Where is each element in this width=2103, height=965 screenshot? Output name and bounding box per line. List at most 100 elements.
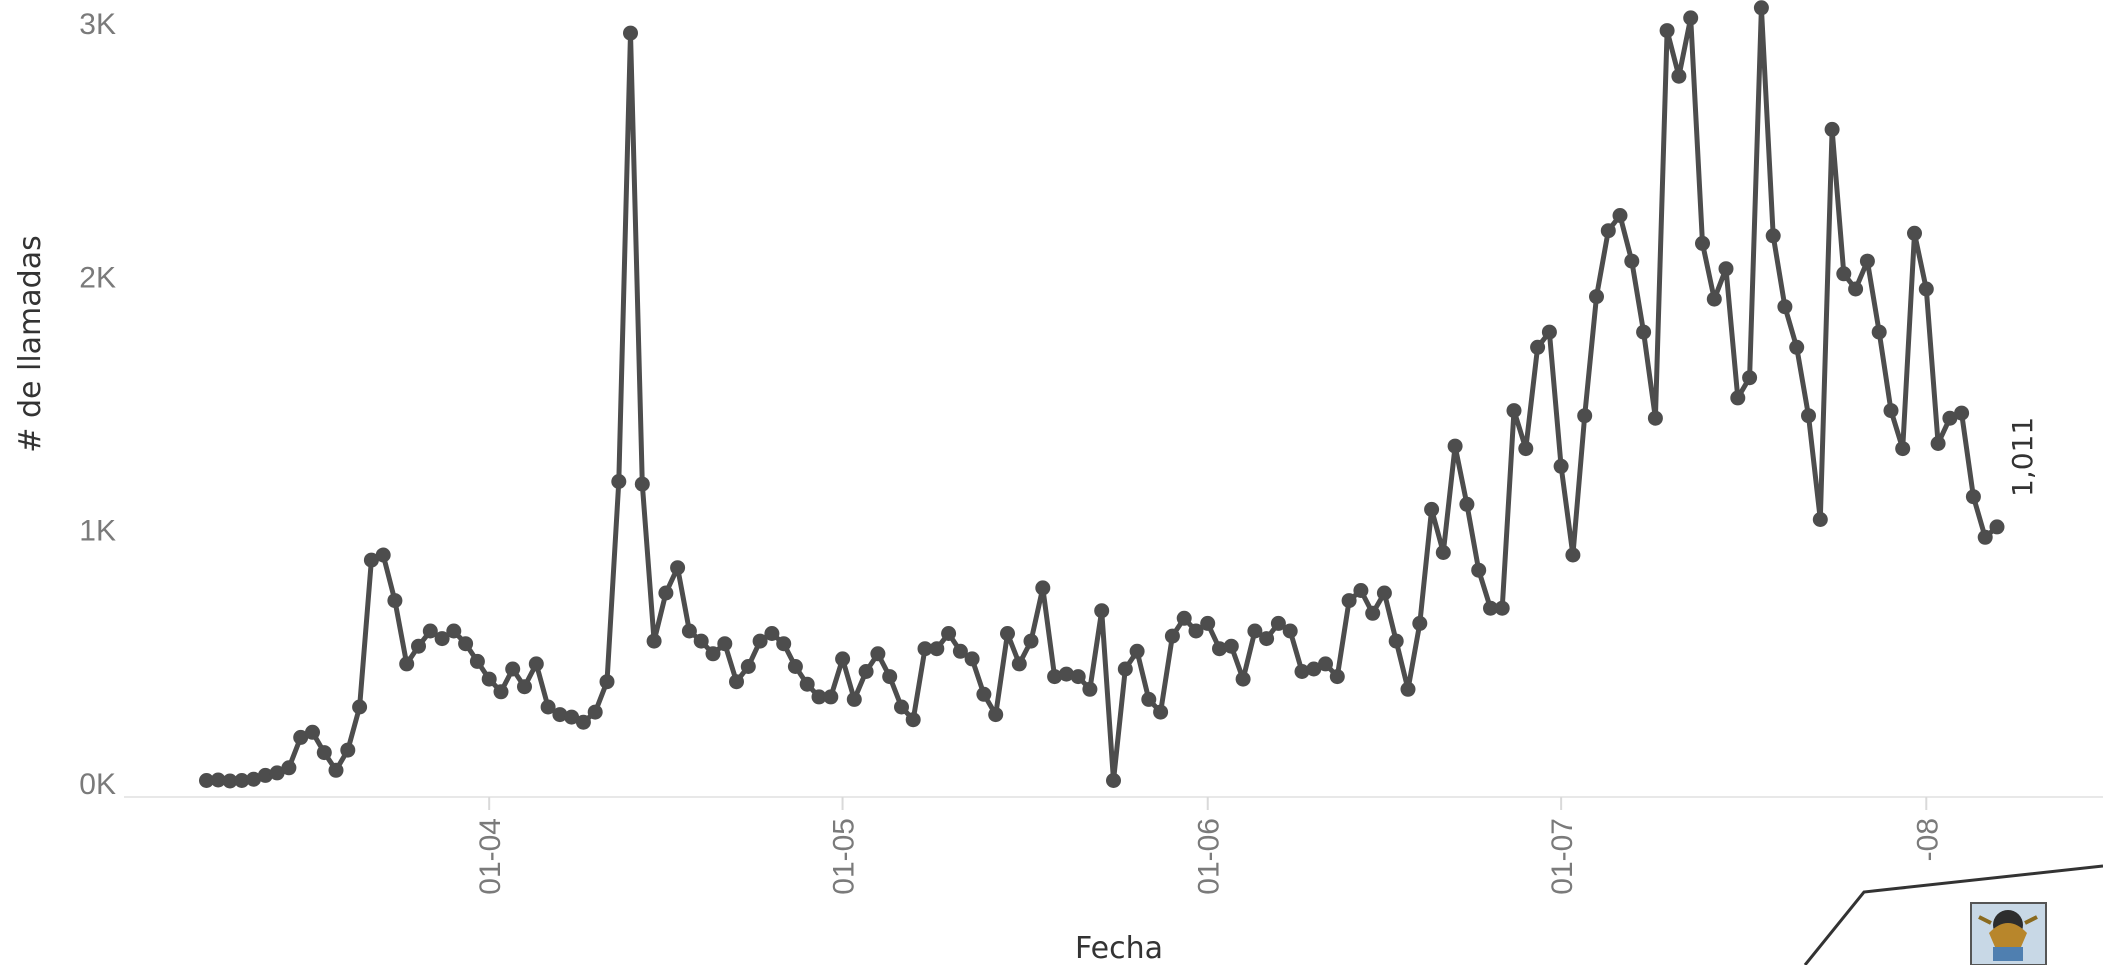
data-point — [481, 671, 497, 687]
data-point — [1341, 593, 1357, 609]
x-tick-label: 01-05 — [828, 818, 861, 895]
x-tick-label: -08 — [1911, 818, 1944, 861]
data-point — [528, 656, 544, 672]
data-point — [1129, 643, 1145, 659]
data-point — [328, 762, 344, 778]
data-point — [1812, 512, 1828, 527]
data-point — [1506, 403, 1522, 419]
data-point — [988, 707, 1004, 723]
data-point — [1801, 408, 1816, 424]
data-point — [1000, 626, 1015, 641]
data-point — [1259, 631, 1275, 647]
data-point — [1106, 773, 1121, 788]
data-point — [1200, 615, 1216, 631]
data-point — [705, 646, 721, 662]
data-point — [246, 771, 262, 787]
data-point — [1907, 225, 1922, 241]
data-point — [623, 25, 638, 41]
data-point — [1412, 615, 1428, 631]
data-point — [387, 593, 403, 609]
data-point — [517, 679, 532, 695]
data-point — [375, 547, 391, 563]
data-point — [894, 699, 909, 715]
data-point — [1518, 441, 1534, 457]
data-point — [458, 636, 474, 652]
y-tick-label: 1K — [79, 515, 116, 548]
data-point — [1683, 10, 1699, 26]
data-point — [941, 626, 957, 641]
data-point — [1094, 603, 1110, 619]
data-point — [1353, 583, 1369, 598]
data-point — [1070, 669, 1086, 685]
data-point — [1247, 623, 1263, 639]
data-point — [917, 641, 933, 657]
data-point — [1718, 261, 1734, 277]
data-point — [882, 669, 898, 685]
data-point — [199, 773, 214, 788]
data-point — [469, 653, 485, 669]
data-point — [1435, 545, 1451, 560]
data-point — [575, 714, 591, 730]
data-point — [1577, 408, 1593, 424]
data-point — [740, 659, 756, 674]
data-point — [540, 699, 556, 715]
data-point — [1011, 656, 1027, 672]
data-point — [1318, 656, 1333, 672]
data-point — [670, 560, 686, 576]
data-point — [340, 742, 356, 758]
data-point — [1706, 291, 1722, 307]
data-point — [1930, 436, 1946, 451]
data-point — [599, 674, 615, 690]
data-point — [1859, 253, 1875, 269]
data-point — [1895, 441, 1911, 457]
data-point — [1023, 633, 1039, 649]
data-point — [717, 636, 733, 652]
y-axis: 0K 1K 2K 3K — [79, 8, 116, 801]
data-point — [1082, 681, 1098, 697]
data-point — [952, 643, 968, 659]
data-point — [1659, 23, 1675, 39]
data-point — [1954, 405, 1970, 421]
data-point — [1965, 489, 1981, 505]
data-point — [234, 773, 250, 788]
x-axis-title: Fecha — [1075, 931, 1163, 965]
data-point — [446, 623, 462, 639]
corner-panel-edge — [1803, 864, 2103, 965]
data-point — [1530, 339, 1546, 355]
data-point — [787, 659, 803, 674]
x-tick-label: 01-06 — [1193, 818, 1226, 895]
data-point — [1836, 266, 1852, 282]
data-point — [493, 684, 509, 700]
data-point — [1777, 299, 1793, 315]
data-point — [552, 707, 568, 723]
data-point — [1695, 235, 1710, 251]
data-point — [1447, 438, 1463, 454]
x-axis: 01-04 01-05 01-06 01-07 -08 — [124, 796, 2103, 895]
data-point — [1058, 666, 1074, 682]
data-point — [1789, 339, 1805, 355]
data-point — [646, 633, 662, 649]
data-point — [634, 476, 650, 492]
data-point — [1270, 615, 1286, 631]
data-point — [929, 641, 945, 657]
data-point — [1977, 529, 1993, 545]
data-point — [434, 631, 450, 647]
data-point — [281, 760, 297, 776]
data-point — [1282, 623, 1298, 639]
data-point — [1376, 585, 1392, 601]
data-point — [799, 676, 815, 692]
data-point — [1942, 410, 1958, 426]
data-point — [222, 773, 238, 789]
data-point — [835, 651, 851, 667]
y-tick-label: 2K — [79, 261, 116, 294]
data-point — [681, 623, 697, 639]
data-point — [1565, 547, 1581, 563]
data-point — [846, 691, 862, 707]
y-axis-title: # de llamadas — [13, 235, 48, 452]
data-point — [1117, 661, 1133, 677]
data-point — [1600, 223, 1616, 239]
data-point — [1589, 289, 1604, 305]
data-point — [823, 689, 839, 705]
data-point — [1824, 121, 1840, 137]
data-point — [858, 664, 874, 679]
